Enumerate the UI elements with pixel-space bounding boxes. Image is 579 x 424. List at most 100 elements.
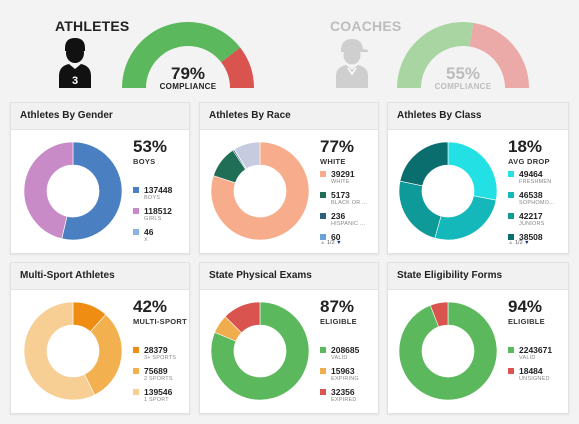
legend-label: BLACK OR ...	[331, 200, 368, 206]
pager-up-icon[interactable]: ▲	[508, 240, 514, 246]
summary-label: MULTI-SPORT	[133, 317, 187, 326]
summary-label: AVG DROP	[508, 157, 550, 166]
donut-slice[interactable]	[447, 141, 498, 201]
athletes-compliance-gauge	[122, 21, 254, 89]
eligibility-forms-donut-chart[interactable]	[398, 301, 498, 401]
legend-swatch	[508, 368, 514, 374]
legend-label: 2 SPORTS	[144, 376, 173, 382]
card-title: Athletes By Gender	[11, 103, 189, 130]
legend-value: 236	[331, 211, 346, 221]
card-athletes-by-class[interactable]: Athletes By Class 18% AVG DROP 49464 FRES…	[387, 102, 569, 254]
legend-label: 3+ SPORTS	[144, 355, 177, 361]
pager-text: 1/2	[514, 240, 523, 246]
legend-value: 5173	[331, 190, 350, 200]
card-athletes-by-gender[interactable]: Athletes By Gender 53% BOYS 137448 BOYS 1…	[10, 102, 190, 254]
legend-label: JUNIORS	[519, 221, 545, 227]
legend-value: 42217	[519, 211, 543, 221]
donut-slice[interactable]	[398, 301, 498, 401]
legend-pager[interactable]: ▲ 1/2 ▼	[508, 240, 530, 246]
athlete-avatar-icon: 3	[59, 38, 91, 88]
card-state-eligibility-forms[interactable]: State Eligibility Forms 94% ELIGIBLE 224…	[387, 262, 569, 414]
gauge-compliant-segment	[122, 21, 241, 89]
gender-donut-chart[interactable]	[23, 141, 123, 241]
summary-percent: 94%	[508, 297, 543, 316]
card-multi-sport-athletes[interactable]: Multi-Sport Athletes 42% MULTI-SPORT 283…	[10, 262, 190, 414]
legend-value: 118512	[144, 206, 172, 216]
summary-label: BOYS	[133, 157, 156, 166]
legend-swatch	[508, 234, 514, 240]
legend-value: 2243671	[519, 345, 553, 355]
pager-down-icon[interactable]: ▼	[524, 240, 530, 246]
athletes-label: ATHLETES	[55, 18, 130, 34]
legend-label: BOYS	[144, 195, 161, 201]
card-title: Athletes By Race	[200, 103, 378, 130]
coaches-compliance-label: COMPLIANCE	[434, 82, 492, 91]
pager-up-icon[interactable]: ▲	[320, 240, 326, 246]
jersey-number: 3	[72, 75, 78, 87]
donut-slice[interactable]	[233, 141, 261, 170]
coaches-compliance-percent: 55%	[445, 64, 481, 83]
legend-label: X	[144, 237, 148, 243]
donut-slice[interactable]	[399, 141, 449, 187]
athletes-compliance-label: COMPLIANCE	[159, 82, 217, 91]
legend-swatch	[133, 229, 139, 235]
legend-label: UNSIGNED	[519, 376, 550, 382]
summary-percent: 18%	[508, 137, 543, 156]
legend-swatch	[320, 234, 326, 240]
legend-label: FRESHMEN	[519, 179, 552, 185]
card-title: Multi-Sport Athletes	[11, 263, 189, 290]
legend-value: 46	[144, 227, 154, 237]
legend-label: VALID	[331, 355, 348, 361]
legend-label: GIRLS	[144, 216, 162, 222]
legend-value: 32356	[331, 387, 355, 397]
summary-percent: 77%	[320, 137, 355, 156]
donut-slice[interactable]	[398, 180, 442, 239]
legend-swatch	[320, 192, 326, 198]
compliance-header: ATHLETES 3 79% COMPLIANCE COACHES 55% CO…	[0, 0, 579, 100]
coaches-compliance-gauge	[397, 22, 529, 89]
card-state-physical-exams[interactable]: State Physical Exams 87% ELIGIBLE 208685…	[199, 262, 379, 414]
class-donut-chart[interactable]	[398, 141, 498, 241]
legend-value: 137448	[144, 185, 173, 195]
legend-value: 60	[331, 232, 341, 242]
summary-percent: 87%	[320, 297, 355, 316]
legend-label: HISPANIC ...	[331, 221, 366, 227]
legend-swatch	[508, 171, 514, 177]
card-title: State Physical Exams	[200, 263, 378, 290]
legend-label: WHITE	[331, 179, 350, 185]
summary-percent: 53%	[133, 137, 168, 156]
legend-value: 75689	[144, 366, 168, 376]
donut-slice[interactable]	[84, 314, 123, 396]
summary-percent: 42%	[133, 297, 168, 316]
card-athletes-by-race[interactable]: Athletes By Race 77% WHITE 39291 WHITE 51…	[199, 102, 379, 254]
legend-label: EXPIRING	[331, 376, 359, 382]
race-donut-chart[interactable]	[210, 141, 310, 241]
legend-swatch	[133, 208, 139, 214]
donut-slice[interactable]	[61, 141, 123, 241]
legend-value: 18484	[519, 366, 543, 376]
donut-slice[interactable]	[210, 301, 310, 401]
legend-label: 1 SPORT	[144, 397, 169, 403]
donut-slice[interactable]	[224, 301, 261, 334]
donut-slice[interactable]	[429, 301, 449, 328]
physical-exams-donut-chart[interactable]	[210, 301, 310, 401]
legend-label: VALID	[519, 355, 536, 361]
donut-slice[interactable]	[434, 195, 497, 241]
legend-swatch	[320, 171, 326, 177]
card-title: Athletes By Class	[388, 103, 568, 130]
legend-value: 39291	[331, 169, 355, 179]
legend-pager[interactable]: ▲ 1/2 ▼	[320, 240, 342, 246]
legend-swatch	[320, 368, 326, 374]
donut-slice[interactable]	[23, 301, 96, 401]
legend-swatch	[508, 347, 514, 353]
legend-swatch	[320, 347, 326, 353]
donut-slice[interactable]	[210, 141, 310, 241]
donut-slice[interactable]	[23, 141, 74, 240]
summary-label: ELIGIBLE	[320, 317, 357, 326]
summary-label: ELIGIBLE	[508, 317, 545, 326]
pager-down-icon[interactable]: ▼	[336, 240, 342, 246]
legend-label: SOPHOMO...	[519, 200, 555, 206]
multi-sport-donut-chart[interactable]	[23, 301, 123, 401]
legend-swatch	[320, 389, 326, 395]
legend-swatch	[133, 389, 139, 395]
